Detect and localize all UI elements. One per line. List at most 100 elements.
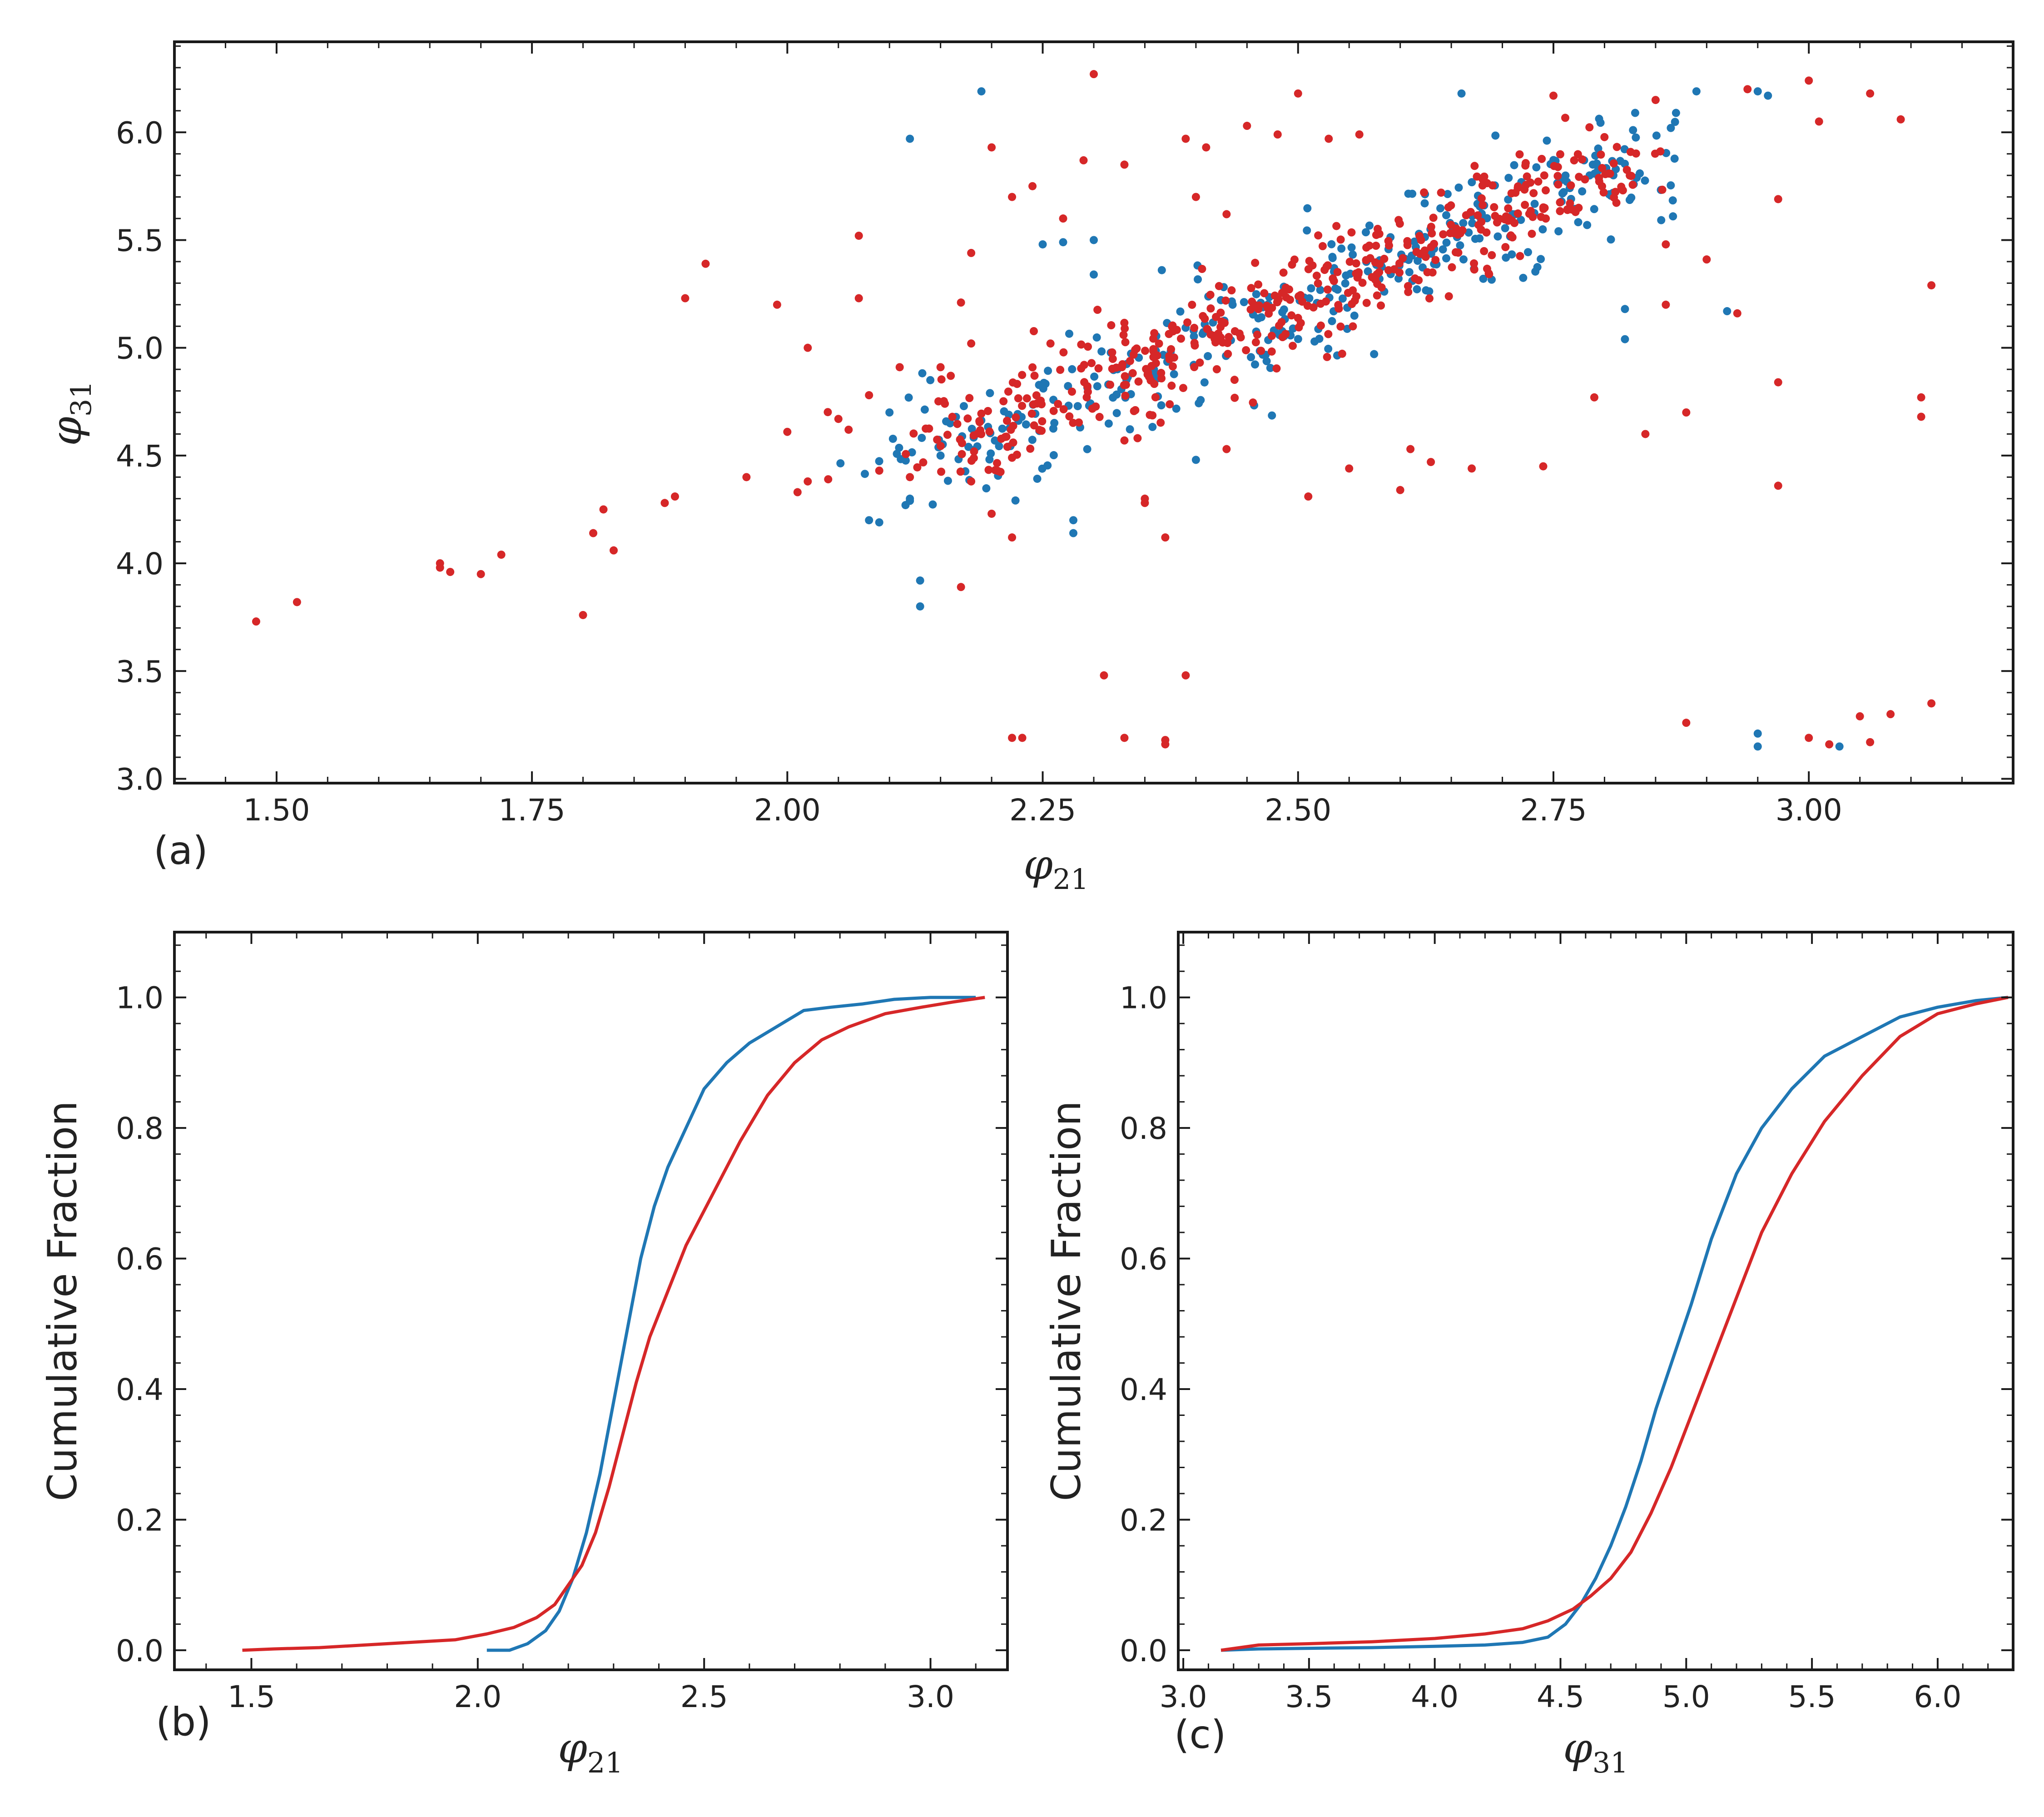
scatter-point (957, 583, 965, 591)
scatter-point (1345, 464, 1354, 473)
scatter-point (1352, 259, 1360, 268)
scatter-point (1373, 291, 1381, 300)
scatter-point (1692, 87, 1701, 96)
scatter-point (1667, 124, 1675, 132)
scatter-point (1325, 134, 1333, 143)
scatter-point (1040, 378, 1048, 387)
scatter-point (1866, 89, 1875, 98)
scatter-point (1273, 298, 1281, 307)
scatter-point (1927, 281, 1936, 290)
scatter-point (1523, 172, 1531, 181)
scatter-point (1134, 377, 1143, 386)
panel-a-ticks: 1.50 1.75 2.00 2.25 2.50 2.75 3.00 3.0 3.5 4.0 4.5… (116, 42, 2014, 828)
cdf-panel-b: 1.5 2.0 2.5 3.0 0.0 0.2 0.4 0.6 0.8 1.0 (b) φ21 C… (39, 931, 1009, 1779)
scatter-point (916, 576, 924, 585)
scatter-point (1323, 352, 1331, 361)
y-tick-label: 0.8 (116, 1111, 164, 1146)
scatter-point (1141, 499, 1149, 507)
scatter-point (824, 408, 832, 417)
scatter-point (1627, 172, 1636, 180)
scatter-point (1377, 283, 1386, 292)
scatter-point (1448, 263, 1456, 272)
scatter-point (1886, 710, 1895, 719)
scatter-point (1026, 444, 1035, 453)
scatter-point (1247, 353, 1255, 362)
scatter-point (1030, 372, 1039, 380)
scatter-point (1413, 285, 1421, 293)
scatter-point (1599, 188, 1608, 197)
scatter-point (1188, 300, 1196, 309)
y-tick-label: 1.0 (116, 981, 164, 1016)
panel-a-label: (a) (154, 828, 208, 874)
scatter-point (1917, 412, 1925, 421)
cdf-line (242, 996, 985, 1652)
scatter-point (1194, 275, 1202, 283)
scatter-point (941, 399, 949, 408)
scatter-point (906, 473, 914, 482)
scatter-point (1483, 264, 1491, 273)
scatter-point (1458, 226, 1467, 234)
scatter-point (1513, 184, 1522, 192)
scatter-point (1651, 96, 1660, 104)
scatter-point (1412, 248, 1421, 256)
scatter-point (936, 451, 945, 460)
scatter-point (1002, 432, 1011, 441)
scatter-point (1530, 199, 1539, 208)
scatter-point (1531, 267, 1540, 276)
scatter-point (1342, 271, 1350, 280)
scatter-point (1561, 114, 1570, 122)
scatter-point (1420, 199, 1429, 208)
scatter-point (1358, 278, 1367, 287)
scatter-point (1508, 216, 1516, 225)
scatter-point (991, 436, 999, 445)
scatter-point (1120, 160, 1129, 169)
scatter-point (1491, 212, 1499, 220)
scatter-point (1439, 245, 1447, 254)
scatter-point (1662, 300, 1670, 309)
scatter-point (1504, 195, 1513, 204)
scatter-point (1403, 237, 1412, 245)
scatter-point (1095, 412, 1104, 421)
scatter-point (1534, 177, 1543, 186)
scatter-point (875, 467, 883, 475)
scatter-point (1651, 149, 1659, 158)
scatter-point (660, 499, 669, 507)
scatter-point (1328, 317, 1336, 325)
scatter-point (1355, 130, 1364, 139)
scatter-point (1257, 347, 1265, 355)
scatter-point (1607, 235, 1615, 244)
scatter-point (1014, 394, 1022, 402)
scatter-point (1515, 150, 1524, 159)
panel-c-ticks: 3.0 3.5 4.0 4.5 5.0 5.5 6.0 0.0 0.2 0.4 0.6 0.8 1.0 (1120, 932, 2014, 1714)
scatter-point (1396, 486, 1404, 494)
scatter-point (902, 450, 910, 458)
scatter-point (1067, 387, 1076, 396)
scatter-point (436, 563, 444, 572)
y-tick-label: 0.0 (116, 1633, 164, 1668)
scatter-point (1288, 260, 1296, 269)
scatter-point (1556, 150, 1564, 159)
scatter-point (1612, 199, 1621, 207)
scatter-point (983, 407, 992, 415)
scatter-point (1542, 186, 1550, 195)
scatter-point (1249, 398, 1257, 407)
scatter-point (1077, 340, 1086, 349)
scatter-point (1702, 255, 1711, 264)
scatter-point (987, 143, 996, 152)
scatter-point (1008, 453, 1017, 462)
scatter-point (1583, 221, 1592, 229)
scatter-point (1478, 181, 1487, 190)
scatter-point (293, 598, 301, 606)
scatter-point (1204, 352, 1212, 361)
scatter-point (1148, 422, 1157, 431)
scatter-point (1855, 712, 1864, 720)
scatter-point (947, 372, 955, 380)
x-tick-label: 3.00 (1776, 793, 1842, 828)
scatter-point (1120, 734, 1129, 742)
scatter-point (901, 456, 910, 465)
scatter-point (1425, 294, 1434, 303)
scatter-point (1181, 671, 1190, 680)
scatter-point (1028, 436, 1037, 444)
cdf-panel-c: 3.0 3.5 4.0 4.5 5.0 5.5 6.00.00.20.40.60.81.0 … (1043, 931, 2014, 1779)
scatter-point (865, 516, 873, 525)
